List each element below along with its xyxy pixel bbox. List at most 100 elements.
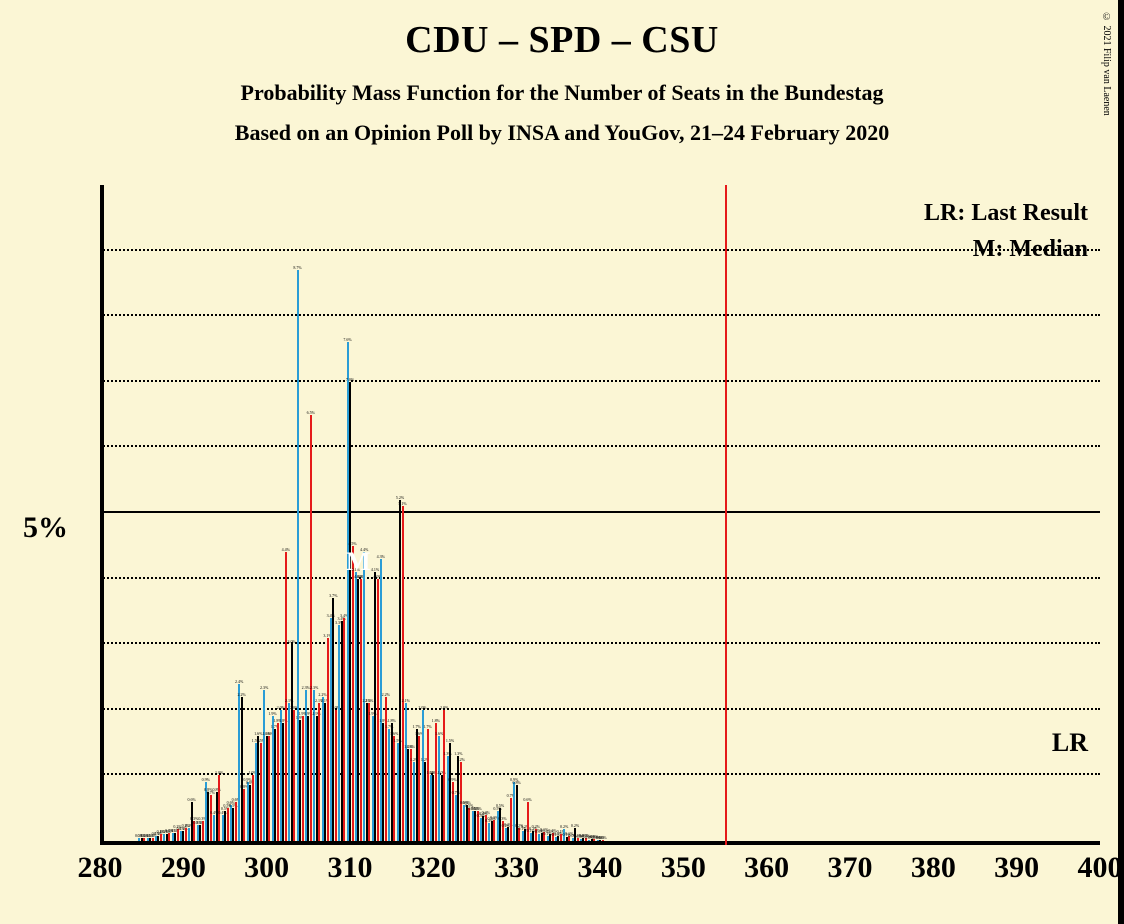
bar-value-label: 0.5% xyxy=(496,803,504,808)
bar-red: 1.6% xyxy=(268,736,270,841)
chart-subtitle-1: Probability Mass Function for the Number… xyxy=(0,80,1124,106)
legend-lr: LR: Last Result xyxy=(924,195,1088,231)
bar-value-label: 4.4% xyxy=(282,547,290,552)
bar-red: 1.0% xyxy=(252,775,254,841)
bar-value-label: 1.6% xyxy=(435,731,443,736)
bar-value-label: 1.8% xyxy=(432,718,440,723)
bar-red: 2.0% xyxy=(443,710,445,841)
bar-red: 1.6% xyxy=(418,736,420,841)
bar-value-label: 2.0% xyxy=(418,705,426,710)
bar-value-label: 2.3% xyxy=(302,685,310,690)
bar-value-label: 0.6% xyxy=(187,797,195,802)
x-tick-label: 390 xyxy=(994,851,1039,885)
lr-axis-label: LR xyxy=(1052,728,1088,758)
title-block: CDU – SPD – CSU Probability Mass Functio… xyxy=(0,18,1124,146)
bar-red: 4.5% xyxy=(352,546,354,841)
bar-red: 1.4% xyxy=(410,749,412,841)
bar-red: 0.6% xyxy=(527,802,529,841)
bar-value-label: 0.2% xyxy=(560,824,568,829)
bar-red: 2.1% xyxy=(368,703,370,841)
bar-red: 0.3% xyxy=(493,820,495,841)
bar-value-label: 0.4% xyxy=(482,810,490,815)
bar-value-label: 4.5% xyxy=(348,541,356,546)
bar-value-label: 1.8% xyxy=(387,718,395,723)
bar-value-label: 1.7% xyxy=(412,724,420,729)
bar-value-label: 1.7% xyxy=(423,724,431,729)
bar-value-label: 2.1% xyxy=(365,698,373,703)
bars-layer: 0.1%0.1%0.1%0.1%0.1%0.1%0.1%0.1%0.1%0.1%… xyxy=(100,185,1100,841)
bar-value-label: 0.0% xyxy=(598,835,606,840)
bar-red: 0.5% xyxy=(468,808,470,841)
x-tick-label: 400 xyxy=(1078,851,1123,885)
bar-value-label: 2.3% xyxy=(310,685,318,690)
bar-red: 0.8% xyxy=(243,789,245,841)
x-tick-label: 330 xyxy=(494,851,539,885)
bar-value-label: 1.9% xyxy=(268,711,276,716)
bar-value-label: 2.0% xyxy=(277,705,285,710)
last-result-line xyxy=(725,185,727,845)
bar-red: 1.8% xyxy=(435,723,437,841)
x-tick-label: 350 xyxy=(661,851,706,885)
bar-value-label: 6.5% xyxy=(307,410,315,415)
bar-value-label: 2.4% xyxy=(235,679,243,684)
bar-value-label: 7.6% xyxy=(343,337,351,342)
bar-value-label: 0.9% xyxy=(448,777,456,782)
bar-value-label: 3.0% xyxy=(287,639,295,644)
bar-value-label: 0.2% xyxy=(571,823,579,828)
bar-value-label: 0.6% xyxy=(523,797,531,802)
bar-value-label: 0.8% xyxy=(512,780,520,785)
x-tick-label: 310 xyxy=(328,851,373,885)
bar-value-label: 7.0% xyxy=(346,377,354,382)
bar-red: 1.7% xyxy=(427,729,429,841)
bar-value-label: 0.9% xyxy=(202,777,210,782)
median-marker: M xyxy=(346,547,371,577)
y-axis xyxy=(100,185,104,845)
bar-red: 2.0% xyxy=(293,710,295,841)
bar-red: 2.0% xyxy=(335,710,337,841)
bar-value-label: 1.3% xyxy=(454,751,462,756)
bar-value-label: 1.5% xyxy=(446,738,454,743)
bar-red: 3.4% xyxy=(343,618,345,841)
bar-value-label: 4.1% xyxy=(371,567,379,572)
bar-value-label: 1.2% xyxy=(457,757,465,762)
bar-red: 0.1% xyxy=(168,833,170,841)
bar-value-label: 2.1% xyxy=(402,698,410,703)
x-axis xyxy=(100,841,1100,845)
bar-red: 2.1% xyxy=(318,703,320,841)
bar-value-label: 0.3% xyxy=(498,816,506,821)
bar-value-label: 1.4% xyxy=(407,744,415,749)
plot-region: 0.1%0.1%0.1%0.1%0.1%0.1%0.1%0.1%0.1%0.1%… xyxy=(100,185,1100,845)
plot-area: 0.1%0.1%0.1%0.1%0.1%0.1%0.1%0.1%0.1%0.1%… xyxy=(100,185,1100,845)
bar-red: 0.6% xyxy=(235,802,237,841)
bar-red: 4.4% xyxy=(285,552,287,841)
bar-red: 0.3% xyxy=(202,821,204,841)
chart-subtitle-2: Based on an Opinion Poll by INSA and You… xyxy=(0,120,1124,146)
legend: LR: Last Result M: Median xyxy=(924,195,1088,267)
bar-value-label: 1.0% xyxy=(215,770,223,775)
bar-red: 1.5% xyxy=(260,743,262,841)
bar-value-label: 1.6% xyxy=(254,731,262,736)
bar-value-label: 4.3% xyxy=(377,554,385,559)
bar-value-label: 3.7% xyxy=(329,593,337,598)
bar-value-label: 2.2% xyxy=(382,692,390,697)
bar-value-label: 5.1% xyxy=(398,501,406,506)
bar-red: 4.0% xyxy=(360,579,362,841)
x-tick-label: 290 xyxy=(161,851,206,885)
y-tick-label: 5% xyxy=(23,511,68,515)
bar-red: 0.5% xyxy=(227,808,229,841)
bar-value-label: 2.3% xyxy=(260,685,268,690)
x-tick-label: 280 xyxy=(78,851,123,885)
bar-value-label: 8.7% xyxy=(293,265,301,270)
x-tick-label: 380 xyxy=(911,851,956,885)
x-tick-label: 340 xyxy=(578,851,623,885)
bar-value-label: 2.0% xyxy=(440,705,448,710)
bar-red: 4.0% xyxy=(377,579,379,841)
bar-red: 0.7% xyxy=(210,795,212,841)
bar-red: 1.9% xyxy=(302,716,304,841)
bar-value-label: 1.6% xyxy=(390,731,398,736)
bar-red: 0.7% xyxy=(510,798,512,841)
x-tick-label: 360 xyxy=(744,851,789,885)
chart-title: CDU – SPD – CSU xyxy=(0,18,1124,62)
bar-red: 5.1% xyxy=(402,506,404,841)
bar-red: 1.6% xyxy=(393,736,395,841)
